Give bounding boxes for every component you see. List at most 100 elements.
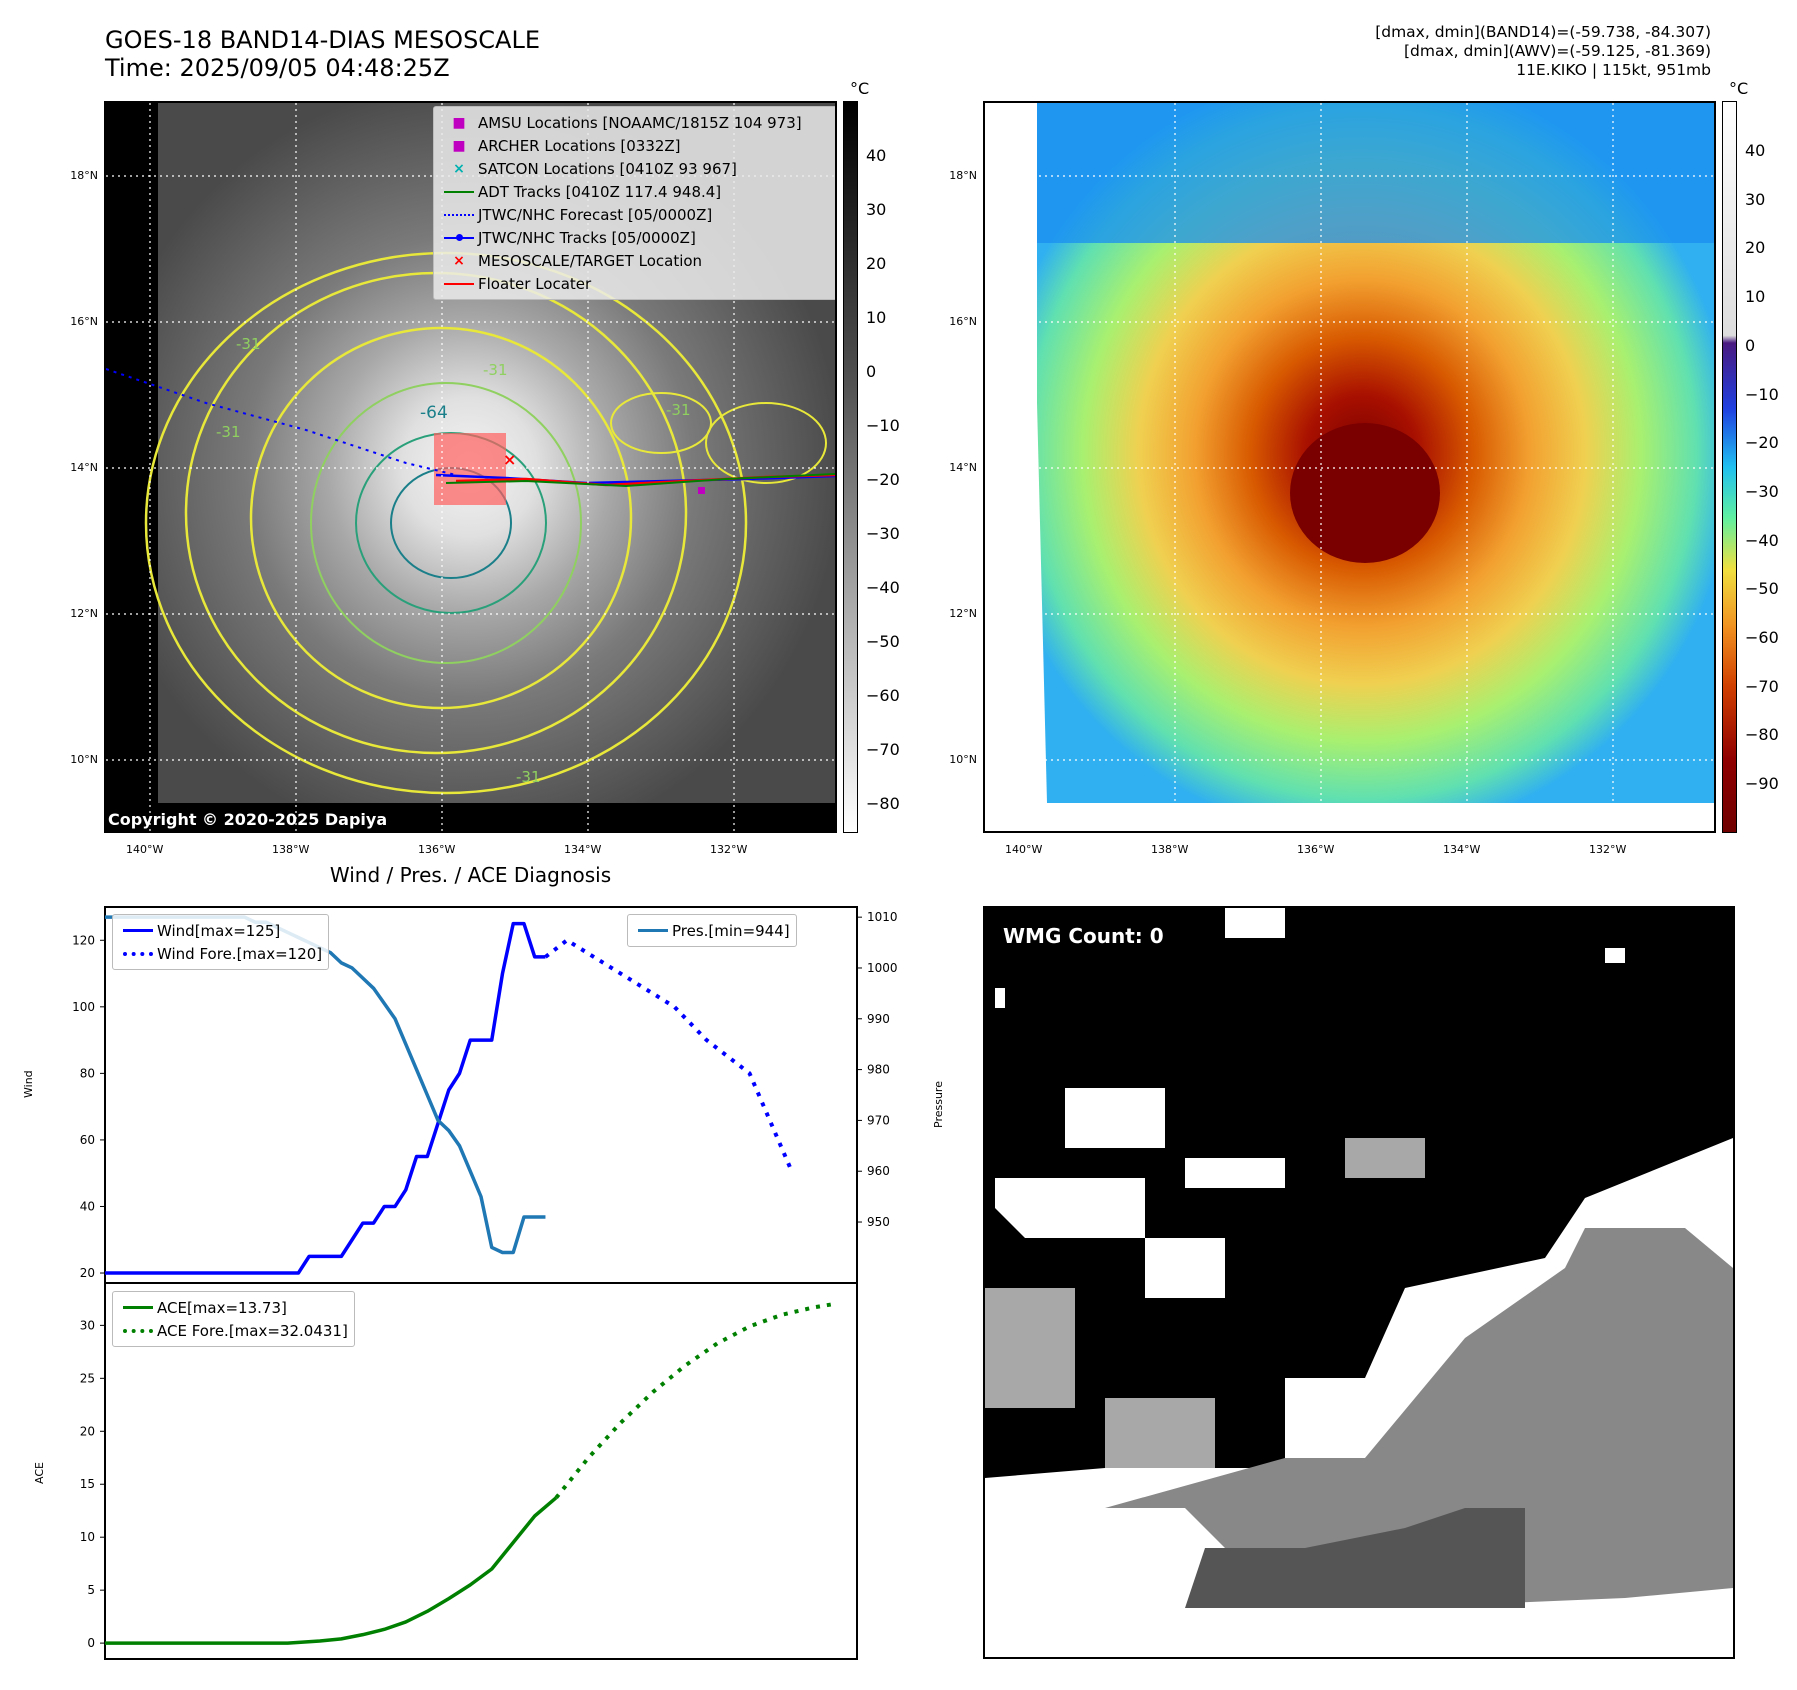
legend-item: ■ ARCHER Locations [0332Z] bbox=[440, 134, 835, 157]
legend-label: JTWC/NHC Forecast [05/0000Z] bbox=[478, 205, 713, 224]
contour-label: -31 bbox=[236, 335, 261, 353]
colorbar-tick-label: −50 bbox=[866, 632, 900, 651]
awv-colorbar bbox=[1722, 101, 1737, 833]
solid-line-icon bbox=[440, 282, 478, 285]
legend-label: Wind Fore.[max=120] bbox=[157, 944, 323, 963]
ace-axis-label: ACE bbox=[33, 1462, 46, 1484]
legend-item: Pres.[min=944] bbox=[634, 919, 790, 942]
lon-tick-label: 138°W bbox=[272, 843, 310, 856]
awv-image bbox=[985, 103, 1714, 831]
legend-item: × SATCON Locations [0410Z 93 967] bbox=[440, 157, 835, 180]
title-line-2: Time: 2025/09/05 04:48:25Z bbox=[105, 54, 450, 82]
info-line-2: [dmax, dmin](AWV)=(-59.125, -81.369) bbox=[1404, 42, 1711, 60]
awv-map-panel bbox=[983, 101, 1716, 833]
legend-item: JTWC/NHC Forecast [05/0000Z] bbox=[440, 203, 835, 226]
ace-forecast-series-line bbox=[554, 1301, 836, 1499]
wind-tick-label: 20 bbox=[80, 1266, 95, 1280]
ace-tick-label: 5 bbox=[87, 1583, 95, 1597]
wmg-image bbox=[985, 908, 1733, 1657]
wind-legend: Wind[max=125] Wind Fore.[max=120] bbox=[112, 914, 330, 970]
lat-tick-label: 16°N bbox=[949, 315, 977, 328]
pressure-tick-label: 1010 bbox=[867, 910, 898, 924]
contour-label: -31 bbox=[516, 768, 541, 786]
pressure-tick-label: 960 bbox=[867, 1164, 890, 1178]
lon-tick-label: 134°W bbox=[1443, 843, 1481, 856]
colorbar-tick-label: −20 bbox=[866, 470, 900, 489]
svg-text:×: × bbox=[503, 450, 516, 469]
pressure-tick-label: 980 bbox=[867, 1063, 890, 1077]
colorbar-tick-label: −60 bbox=[1745, 628, 1779, 647]
legend-item: ACE Fore.[max=32.0431] bbox=[119, 1319, 348, 1342]
colorbar-tick-label: 10 bbox=[866, 308, 887, 327]
colorbar-tick-label: −80 bbox=[866, 794, 900, 813]
title-line-1: GOES-18 BAND14-DIAS MESOSCALE bbox=[105, 26, 541, 54]
pressure-tick-label: 970 bbox=[867, 1113, 890, 1127]
colorbar-tick-label: −40 bbox=[866, 578, 900, 597]
lat-tick-label: 18°N bbox=[949, 169, 977, 182]
ace-tick-label: 0 bbox=[87, 1636, 95, 1650]
dotted-line-icon bbox=[119, 951, 157, 956]
dotted-line-icon bbox=[440, 213, 478, 216]
lon-tick-label: 136°W bbox=[1297, 843, 1335, 856]
lon-tick-label: 132°W bbox=[710, 843, 748, 856]
awv-colorbar-unit: °C bbox=[1729, 79, 1749, 98]
colorbar-tick-label: 10 bbox=[1745, 287, 1766, 307]
legend-label: SATCON Locations [0410Z 93 967] bbox=[478, 159, 737, 178]
wind-tick-label: 40 bbox=[80, 1199, 95, 1213]
colorbar-tick-label: −70 bbox=[866, 740, 900, 759]
lon-tick-label: 136°W bbox=[418, 843, 456, 856]
lon-tick-label: 140°W bbox=[1005, 843, 1043, 856]
solid-line-icon bbox=[119, 1306, 157, 1309]
legend-item: × MESOSCALE/TARGET Location bbox=[440, 249, 835, 272]
colorbar-tick-label: −50 bbox=[1745, 579, 1779, 599]
colorbar-tick-label: 20 bbox=[1745, 238, 1766, 258]
colorbar-tick-label: 40 bbox=[1745, 141, 1766, 160]
ace-axes-frame bbox=[104, 1282, 858, 1660]
pressure-legend: Pres.[min=944] bbox=[627, 914, 797, 947]
line-dot-icon bbox=[440, 233, 478, 241]
ace-legend: ACE[max=13.73] ACE Fore.[max=32.0431] bbox=[112, 1291, 355, 1347]
lon-tick-label: 134°W bbox=[564, 843, 602, 856]
legend-label: AMSU Locations [NOAAMC/1815Z 104 973] bbox=[478, 113, 802, 132]
contour-label: -64 bbox=[420, 403, 448, 423]
wmg-count-label: WMG Count: 0 bbox=[1003, 924, 1164, 948]
ir-colorbar-unit: °C bbox=[850, 79, 870, 98]
info-line-3: 11E.KIKO | 115kt, 951mb bbox=[1516, 61, 1711, 79]
legend-item: Wind Fore.[max=120] bbox=[119, 942, 322, 965]
ace-tick-label: 30 bbox=[80, 1318, 95, 1332]
ace-tick-label: 25 bbox=[80, 1371, 95, 1385]
legend-item: ADT Tracks [0410Z 117.4 948.4] bbox=[440, 180, 835, 203]
colorbar-tick-label: 0 bbox=[1745, 335, 1756, 355]
wmg-panel: WMG Count: 0 bbox=[983, 906, 1735, 1659]
wind-tick-label: 60 bbox=[80, 1133, 95, 1147]
contour-label: -31 bbox=[216, 423, 241, 441]
info-block: [dmax, dmin](BAND14)=(-59.738, -84.307) … bbox=[1375, 23, 1711, 80]
ir-map-panel: × -31 -64 -31 -31 -31 -31 Copyright © 20… bbox=[104, 101, 837, 833]
lat-tick-label: 12°N bbox=[949, 607, 977, 620]
lat-tick-label: 14°N bbox=[70, 461, 98, 474]
lon-tick-label: 138°W bbox=[1151, 843, 1189, 856]
solid-line-icon bbox=[634, 929, 672, 932]
wind-series-line bbox=[105, 921, 546, 1275]
ace-tick-label: 15 bbox=[80, 1477, 95, 1491]
square-marker-icon: ■ bbox=[452, 114, 466, 131]
lat-tick-label: 10°N bbox=[949, 753, 977, 766]
colorbar-tick-label: −10 bbox=[866, 416, 900, 435]
legend-label: ACE[max=13.73] bbox=[157, 1298, 287, 1317]
legend-label: ADT Tracks [0410Z 117.4 948.4] bbox=[478, 182, 722, 201]
square-marker-icon: ■ bbox=[452, 137, 466, 154]
colorbar-tick-label: 30 bbox=[1745, 189, 1766, 209]
legend-item: Wind[max=125] bbox=[119, 919, 322, 942]
legend-item: ACE[max=13.73] bbox=[119, 1296, 348, 1319]
ace-tick-label: 10 bbox=[80, 1530, 95, 1544]
colorbar-tick-label: 40 bbox=[866, 146, 887, 165]
lat-tick-label: 18°N bbox=[70, 169, 98, 182]
chart-title: GOES-18 BAND14-DIAS MESOSCALE Time: 2025… bbox=[105, 26, 540, 82]
x-marker-icon: × bbox=[453, 252, 465, 269]
colorbar-tick-label: 0 bbox=[866, 362, 877, 381]
lat-tick-label: 10°N bbox=[70, 753, 98, 766]
ir-colorbar bbox=[843, 101, 858, 833]
colorbar-tick-label: −70 bbox=[1745, 676, 1779, 696]
colorbar-tick-label: −30 bbox=[1745, 481, 1779, 501]
solid-line-icon bbox=[440, 190, 478, 193]
